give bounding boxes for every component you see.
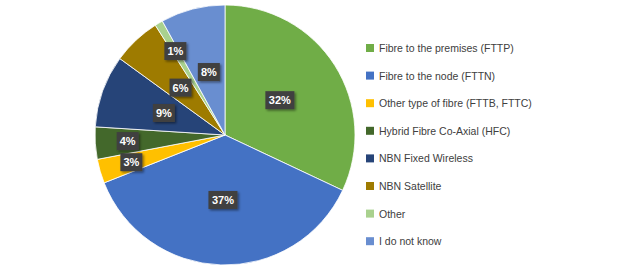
- legend-swatch: [366, 210, 374, 218]
- chart-container: 32% 37% 3% 4% 9% 6% 1% 8% Fibre to the premises …: [0, 0, 637, 278]
- data-label: 32%: [269, 94, 291, 106]
- legend-swatch: [366, 99, 374, 107]
- slices: [95, 5, 355, 265]
- legend-label: NBN Satellite: [379, 180, 442, 192]
- data-label: 37%: [212, 194, 234, 206]
- legend-swatch: [366, 44, 374, 52]
- data-label-box: [120, 153, 142, 171]
- data-label: 4%: [120, 135, 136, 147]
- legend-label: I do not know: [379, 235, 442, 247]
- legend-label: Fibre to the node (FTTN): [379, 70, 495, 82]
- data-labels: 32% 37% 3% 4% 9% 6% 1% 8%: [117, 42, 295, 209]
- legend-swatch: [366, 72, 374, 80]
- legend-swatch: [366, 237, 374, 245]
- legend-label: NBN Fixed Wireless: [379, 152, 473, 164]
- legend-swatch: [366, 182, 374, 190]
- legend-label: Other: [379, 208, 406, 220]
- data-label-box: [208, 191, 237, 209]
- legend-label: Hybrid Fibre Co-Axial (HFC): [379, 125, 510, 137]
- legend-label: Other type of fibre (FTTB, FTTC): [379, 97, 532, 109]
- legend-swatch: [366, 154, 374, 162]
- data-label-box: [117, 132, 139, 150]
- data-label-box: [170, 79, 192, 97]
- legend: Fibre to the premises (FTTP) Fibre to the…: [366, 42, 532, 247]
- pie-slice: [104, 135, 342, 265]
- legend-swatch: [366, 127, 374, 135]
- data-label: 8%: [201, 66, 217, 78]
- chart: 32% 37% 3% 4% 9% 6% 1% 8% Fibre to the premises …: [0, 0, 637, 278]
- data-label: 6%: [173, 82, 189, 94]
- data-label-box: [153, 104, 175, 122]
- data-label: 9%: [156, 107, 172, 119]
- data-label-box: [164, 42, 186, 60]
- data-label-box: [198, 63, 220, 81]
- data-label: 3%: [123, 156, 139, 168]
- data-label: 1%: [167, 45, 183, 57]
- legend-label: Fibre to the premises (FTTP): [379, 42, 514, 54]
- data-label-box: [265, 91, 294, 109]
